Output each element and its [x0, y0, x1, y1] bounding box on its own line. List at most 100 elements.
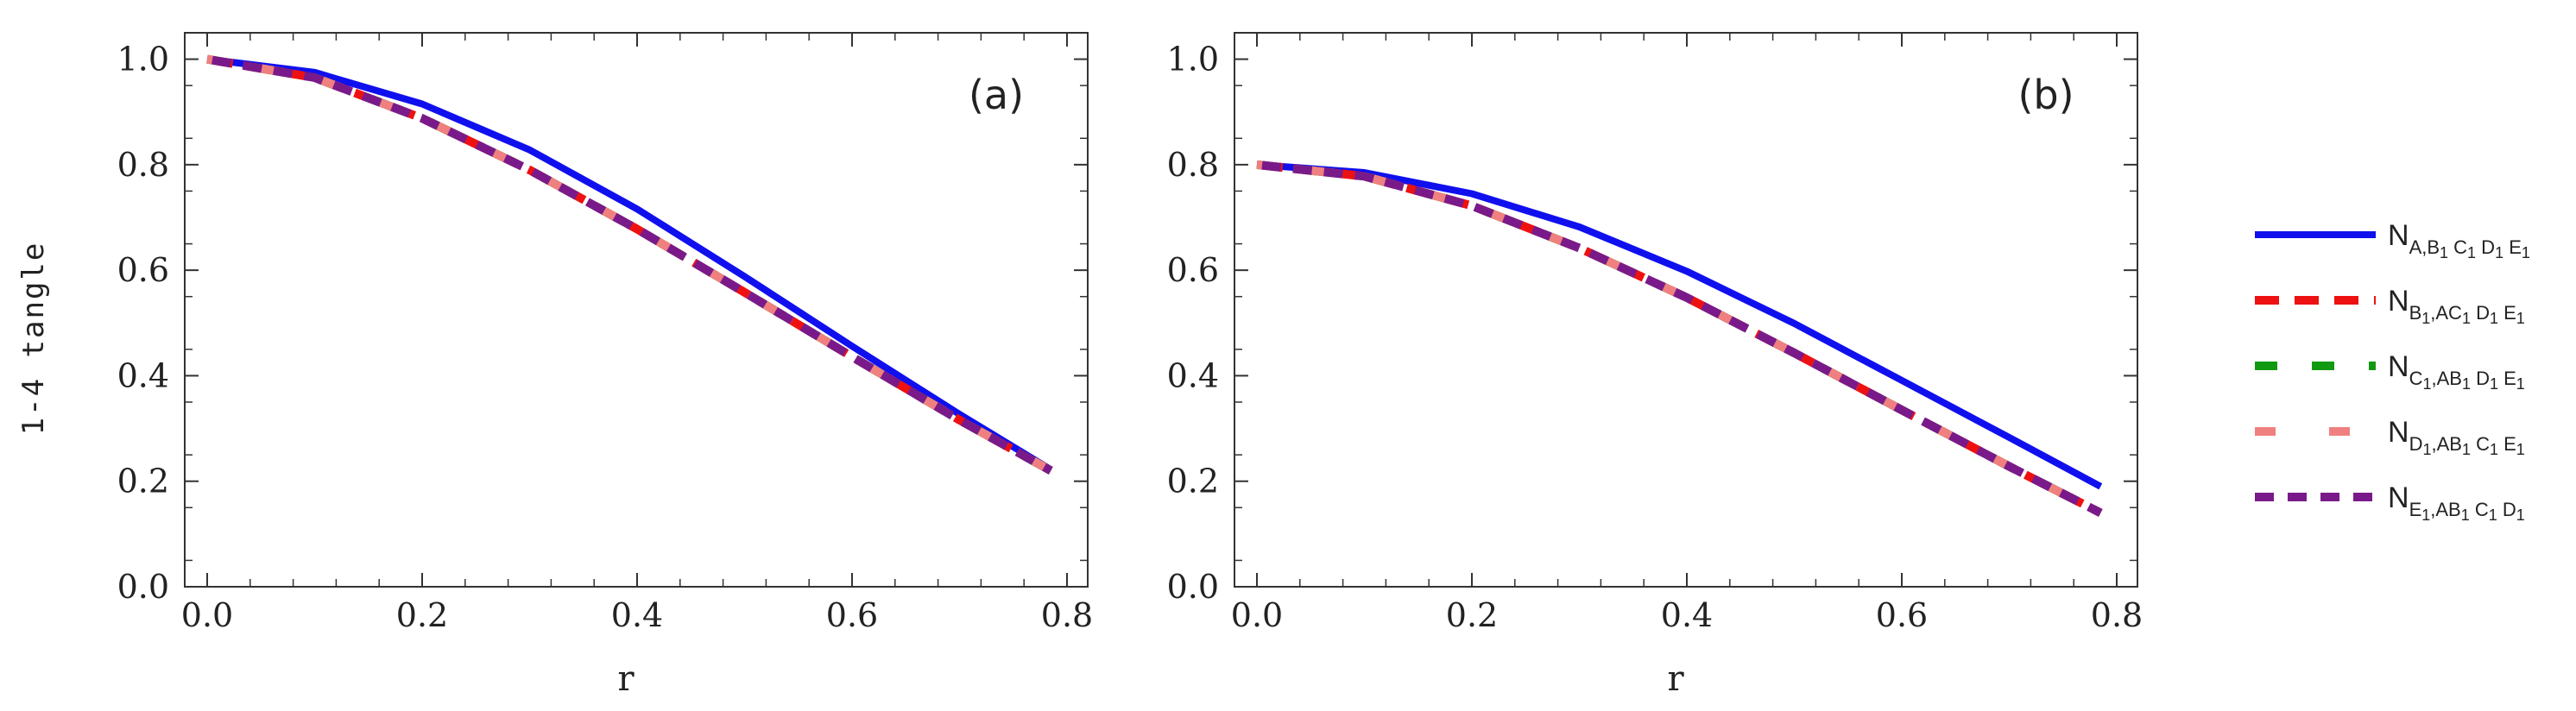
- data-point: [421, 117, 423, 119]
- legend-text-part: 1: [2422, 441, 2431, 458]
- legend-label-3: ND1,AB1 C1 E1: [2388, 416, 2525, 458]
- legend-text-part: N: [2388, 350, 2409, 383]
- data-point: [636, 228, 638, 230]
- legend-text-part: E: [2498, 433, 2516, 455]
- data-point: [1686, 297, 1688, 299]
- legend-text-part: 1: [2421, 310, 2430, 327]
- series-line-2: [1256, 160, 2103, 517]
- series-line-3: [206, 54, 1053, 475]
- legend-text-part: 1: [2516, 375, 2525, 393]
- legend-text-part: ,AB: [2430, 499, 2460, 520]
- series-line-1: [206, 54, 1053, 475]
- legend-text-part: D: [2409, 433, 2423, 455]
- legend-text-part: 1: [2516, 441, 2525, 458]
- panel-label: (a): [969, 72, 1024, 118]
- legend-text-part: 1: [2522, 244, 2530, 261]
- legend-text-part: N: [2388, 416, 2409, 449]
- legend-text-part: N: [2388, 481, 2409, 514]
- legend-text-part: ,AB: [2431, 433, 2461, 455]
- y-tick-label: 1.0: [117, 41, 169, 79]
- series-line-4: [1256, 160, 2103, 517]
- legend-text-part: 1: [2440, 244, 2448, 261]
- legend-text-part: 1: [2462, 375, 2471, 393]
- legend-text-part: C: [2471, 433, 2490, 455]
- y-tick-label: 0.0: [1167, 568, 1219, 606]
- data-point: [1579, 247, 1581, 249]
- legend-text-part: 1: [2490, 375, 2498, 393]
- x-tick-label: 0.0: [1231, 596, 1283, 634]
- legend-text-part: ,AB: [2431, 368, 2461, 389]
- x-tick-label: 0.8: [1041, 596, 1093, 634]
- x-tick-label: 0.2: [396, 596, 448, 634]
- data-point: [2099, 486, 2101, 488]
- y-tick-label: 0.6: [117, 251, 169, 289]
- legend-text-part: ,AC: [2430, 302, 2462, 324]
- panel-label: (b): [2017, 72, 2074, 118]
- legend-text-part: 1: [2489, 507, 2497, 524]
- y-tick-label: 0.8: [1167, 146, 1219, 184]
- legend-text-part: 1: [2490, 310, 2498, 327]
- y-tick-label: 0.6: [1167, 251, 1219, 289]
- legend-text-part: 1: [2516, 507, 2525, 524]
- x-tick-label: 0.4: [1661, 596, 1713, 634]
- legend-text-part: A,B: [2409, 236, 2440, 258]
- y-tick-label: 0.4: [1167, 356, 1219, 394]
- data-point: [636, 208, 638, 210]
- legend-text-part: D: [2476, 236, 2495, 258]
- panel-b: 0.0 0.2 0.4 0.6 0.8 1.0 0.0 0.2 0.4 0.6 0.8 r (b): [1167, 32, 2143, 699]
- legend-text-part: C: [2448, 236, 2467, 258]
- legend-text-part: 1: [2421, 507, 2430, 524]
- data-point: [1579, 226, 1581, 228]
- data-point: [1901, 409, 1903, 411]
- legend-label-1: NB1,AC1 D1 E1: [2388, 285, 2525, 327]
- data-point: [1686, 270, 1688, 272]
- data-point: [1794, 323, 1796, 324]
- legend-text-part: C: [2470, 499, 2489, 520]
- legend-text-part: E: [2498, 302, 2516, 324]
- data-point: [1901, 380, 1903, 381]
- x-axis-label: r: [617, 659, 635, 699]
- legend-text-part: N: [2388, 285, 2409, 318]
- data-point: [314, 77, 316, 79]
- data-point: [206, 59, 208, 60]
- data-point: [744, 275, 746, 277]
- y-tick-label: 1.0: [1167, 41, 1219, 79]
- legend-text-part: B: [2409, 302, 2422, 324]
- legend-text-part: E: [2498, 368, 2516, 389]
- legend-text-part: 1: [2462, 310, 2471, 327]
- x-tick-label: 0.4: [611, 596, 663, 634]
- data-point: [959, 419, 961, 421]
- x-tick-label: 0.8: [2091, 596, 2143, 634]
- legend-label-2: NC1,AB1 D1 E1: [2388, 350, 2525, 393]
- x-tick-label: 0.0: [181, 596, 233, 634]
- y-tick-label: 0.0: [117, 568, 169, 606]
- legend-text-part: D: [2497, 499, 2516, 520]
- plot-frame: [184, 32, 1089, 588]
- data-point: [1050, 469, 1051, 471]
- y-tick-label: 0.8: [117, 146, 169, 184]
- data-point: [1471, 192, 1473, 194]
- data-point: [421, 104, 423, 105]
- y-axis-label: 1-4 tangle: [16, 242, 51, 436]
- legend-text-part: 1: [2462, 441, 2471, 458]
- series-line-3: [1256, 160, 2103, 517]
- x-tick-label: 0.6: [1876, 596, 1928, 634]
- data-point: [529, 169, 531, 171]
- x-tick-label: 0.6: [826, 596, 878, 634]
- legend-text-part: N: [2388, 219, 2409, 252]
- plot-frame: [1234, 32, 2138, 588]
- series-line-4: [206, 54, 1053, 475]
- data-point: [744, 292, 746, 293]
- legend-text-part: E: [2409, 499, 2422, 520]
- data-point: [851, 345, 853, 347]
- panel-a: 0.0 0.2 0.4 0.6 0.8 1.0 0.0 0.2 0.4 0.6 0.8 r (a): [117, 32, 1093, 699]
- x-axis-label: r: [1667, 659, 1684, 699]
- series-line-1: [1256, 160, 2103, 517]
- y-tick-label: 0.2: [1167, 462, 1219, 500]
- data-point: [529, 149, 531, 151]
- legend-text-part: C: [2409, 368, 2423, 389]
- data-point: [1471, 205, 1473, 207]
- data-point: [1794, 352, 1796, 354]
